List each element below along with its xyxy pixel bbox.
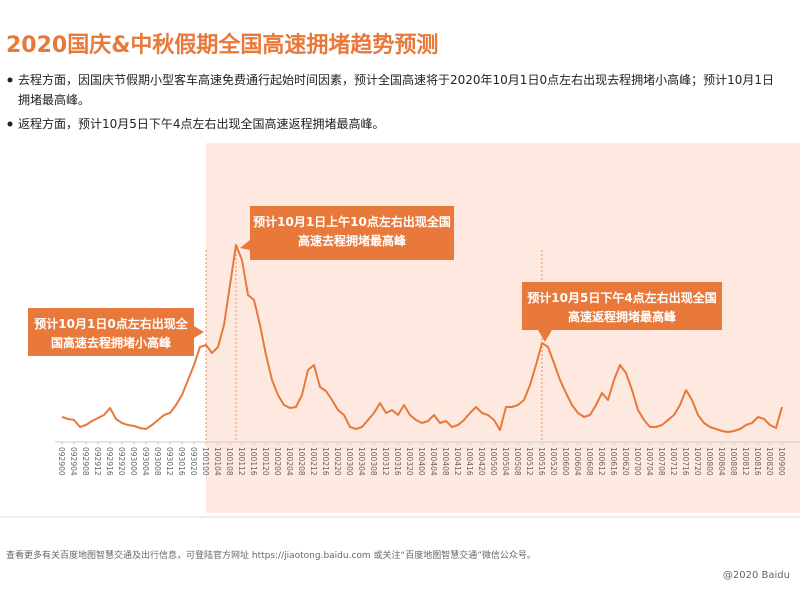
x-tick-label: 100412 [453, 447, 462, 476]
x-tick-label: 100600 [561, 447, 570, 476]
x-tick-label: 100616 [609, 447, 618, 476]
bullet-dot [7, 121, 13, 127]
x-tick-label: 100608 [585, 447, 594, 476]
x-tick-label: 100408 [441, 447, 450, 476]
callout-text: 预计10月1日上午10点左右出现全国 [253, 214, 451, 229]
x-tick-label: 100400 [417, 447, 426, 476]
x-tick-label: 100220 [333, 447, 342, 476]
callout-text: 国高速去程拥堵小高峰 [51, 335, 172, 350]
x-tick-label: 100800 [705, 447, 714, 476]
copyright: @2020 Baidu [723, 570, 790, 581]
callout-text: 预计10月5日下午4点左右出现全国 [527, 290, 716, 305]
x-tick-label: 100804 [717, 447, 726, 476]
bullet-text: 去程方面，因国庆节假期小型客车高速免费通行起始时间因素，预计全国高速将于2020… [18, 72, 774, 87]
x-tick-label: 100300 [345, 447, 354, 476]
x-tick-label: 100708 [657, 447, 666, 476]
x-tick-label: 093012 [165, 447, 174, 476]
x-tick-label: 092908 [81, 447, 90, 476]
x-tick-label: 100712 [669, 447, 678, 476]
x-tick-label: 100812 [741, 447, 750, 476]
bullet-text: 拥堵最高峰。 [18, 92, 90, 107]
bullet-dot [7, 77, 13, 83]
x-tick-label: 092916 [105, 447, 114, 476]
x-tick-label: 100720 [693, 447, 702, 476]
x-tick-label: 100216 [321, 447, 330, 476]
x-tick-label: 100700 [633, 447, 642, 476]
footer-note: 查看更多有关百度地图智慧交通及出行信息，可登陆官方网址 https://jiao… [6, 549, 536, 561]
x-tick-label: 100200 [273, 447, 282, 476]
x-tick-label: 100316 [393, 447, 402, 476]
callout-text: 预计10月1日0点左右出现全 [34, 316, 188, 331]
x-tick-label: 100716 [681, 447, 690, 476]
x-tick-label: 100612 [597, 447, 606, 476]
callout-text: 高速返程拥堵最高峰 [568, 309, 677, 324]
x-tick-label: 092904 [69, 447, 78, 476]
callout-box [28, 308, 194, 356]
callout-pointer [240, 240, 250, 250]
bullet-text: 返程方面，预计10月5日下午4点左右出现全国高速返程拥堵最高峰。 [18, 116, 385, 131]
x-tick-label: 100108 [225, 447, 234, 476]
x-tick-label: 100516 [537, 447, 546, 476]
x-tick-label: 100500 [489, 447, 498, 476]
x-tick-label: 092920 [117, 447, 126, 476]
x-tick-label: 100512 [525, 447, 534, 476]
x-tick-label: 100204 [285, 447, 294, 476]
x-tick-label: 100120 [261, 447, 270, 476]
x-tick-label: 093004 [141, 447, 150, 476]
x-tick-label: 100508 [513, 447, 522, 476]
x-tick-label: 100104 [213, 447, 222, 476]
x-tick-label: 100816 [753, 447, 762, 476]
x-tick-label: 093016 [177, 447, 186, 476]
x-tick-label: 100308 [369, 447, 378, 476]
x-tick-label: 100208 [297, 447, 306, 476]
congestion-line [61, 244, 783, 433]
x-tick-label: 100112 [237, 447, 246, 476]
x-tick-label: 100212 [309, 447, 318, 476]
x-tick-label: 100304 [357, 447, 366, 476]
x-tick-label: 100704 [645, 447, 654, 476]
x-tick-label: 092900 [57, 447, 66, 476]
x-tick-label: 100520 [549, 447, 558, 476]
x-tick-label: 100808 [729, 447, 738, 476]
x-tick-label: 092912 [93, 447, 102, 476]
title: 2020国庆&中秋假期全国高速拥堵趋势预测 [6, 32, 438, 58]
callout-box [250, 206, 454, 260]
x-tick-label: 100116 [249, 447, 258, 476]
x-tick-label: 100504 [501, 447, 510, 476]
x-tick-label: 100100 [201, 447, 210, 476]
x-tick-label: 100420 [477, 447, 486, 476]
x-tick-label: 093000 [129, 447, 138, 476]
x-tick-label: 100320 [405, 447, 414, 476]
callout-pointer [538, 330, 552, 342]
x-tick-label: 100404 [429, 447, 438, 476]
x-tick-label: 100416 [465, 447, 474, 476]
x-tick-label: 093008 [153, 447, 162, 476]
callout-pointer [194, 326, 204, 338]
x-tick-label: 100604 [573, 447, 582, 476]
callout-box [522, 282, 722, 330]
x-tick-label: 100820 [765, 447, 774, 476]
callout-text: 高速去程拥堵最高峰 [298, 233, 407, 248]
x-tick-label: 100620 [621, 447, 630, 476]
x-tick-label: 093020 [189, 447, 198, 476]
x-tick-label: 100312 [381, 447, 390, 476]
x-tick-label: 100900 [777, 447, 786, 476]
